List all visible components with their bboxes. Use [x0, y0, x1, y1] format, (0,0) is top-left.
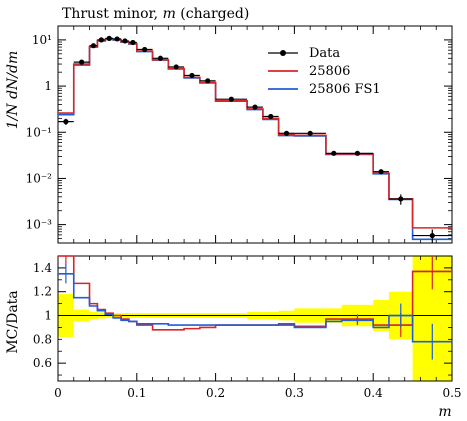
- data-point: [142, 46, 148, 53]
- legend-data-marker: [280, 50, 286, 56]
- data-point: [157, 55, 164, 61]
- ratio-x-tick-label: 0.4: [364, 386, 383, 400]
- data-point: [173, 64, 179, 70]
- ratio-panel: 0.6 0.8 1 1.2 1.4 0 0.1 0.2 0.3 0.4 0.5: [33, 255, 462, 400]
- data-point: [252, 104, 258, 110]
- title-var: m: [163, 6, 176, 22]
- data-point: [354, 150, 361, 156]
- data-point: [378, 169, 384, 175]
- legend: Data 25806 25806 FS1: [268, 46, 381, 97]
- ratio-x-tick-label: 0.3: [285, 386, 304, 400]
- data-point: [228, 96, 234, 102]
- chart-title: Thrust minor, m (charged): [62, 6, 249, 22]
- ratio-x-tick-label: 0.2: [206, 386, 225, 400]
- ratio-frame: [57, 255, 453, 382]
- ratio-y-tick-label: 1.4: [33, 261, 52, 275]
- data-point: [130, 39, 136, 46]
- main-y-tick-label: 10¹: [32, 33, 52, 47]
- data-point: [398, 196, 404, 202]
- ratio-y-tick-label: 0.8: [33, 332, 52, 346]
- data-point: [90, 43, 97, 49]
- data-point: [114, 36, 120, 42]
- ratio-y-tick-label: 0.6: [33, 356, 52, 370]
- data-point: [429, 232, 435, 239]
- data-point: [331, 150, 337, 156]
- ratio-x-tick-label: 0.1: [127, 386, 146, 400]
- title-suffix: (charged): [176, 6, 249, 22]
- data-point: [79, 59, 85, 65]
- data-point: [106, 35, 112, 41]
- ratio-y-tick-label: 1: [44, 309, 52, 323]
- data-point: [98, 37, 104, 43]
- main-y-axis-label: 1/N dN/dm: [5, 51, 21, 130]
- main-frame: [57, 25, 453, 244]
- ratio-step-25806: [58, 255, 452, 331]
- legend-data-label: Data: [309, 46, 340, 61]
- x-axis-label: m: [438, 404, 451, 420]
- data-point: [205, 78, 211, 84]
- legend-fs1-label: 25806 FS1: [309, 82, 381, 97]
- title-prefix: Thrust minor,: [62, 6, 163, 22]
- main-y-tick-label: 1: [44, 79, 52, 93]
- data-point: [307, 130, 313, 136]
- main-y-tick-label: 10⁻¹: [26, 125, 52, 139]
- data-point: [283, 130, 290, 136]
- data-point: [122, 38, 128, 44]
- main-panel: 10¹ 1 10⁻¹ 10⁻² 10⁻³: [26, 25, 453, 244]
- ratio-x-tick-label: 0: [54, 386, 62, 400]
- data-point: [63, 119, 69, 125]
- main-step-mc-fs1: [58, 38, 452, 241]
- ratio-x-tick-label: 0.5: [442, 386, 461, 400]
- ratio-y-tick-label: 1.2: [33, 285, 52, 299]
- main-step-mc-25806: [58, 38, 452, 229]
- main-y-tick-label: 10⁻³: [26, 218, 53, 232]
- main-y-tick-label: 10⁻²: [26, 171, 53, 185]
- legend-25806-label: 25806: [309, 64, 350, 79]
- ratio-y-axis-label: MC/Data: [5, 290, 21, 353]
- data-point: [189, 72, 195, 79]
- data-point: [268, 113, 274, 120]
